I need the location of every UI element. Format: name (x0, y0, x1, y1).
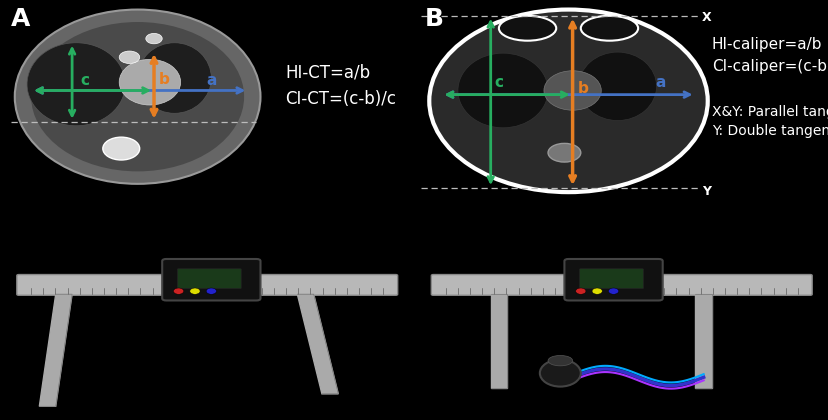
Text: b: b (159, 72, 170, 87)
Ellipse shape (27, 43, 125, 126)
Ellipse shape (539, 360, 580, 386)
Text: X&Y: Parallel tangents: X&Y: Parallel tangents (711, 105, 828, 119)
Ellipse shape (103, 137, 139, 160)
Polygon shape (297, 294, 338, 394)
Text: c: c (493, 75, 503, 90)
Ellipse shape (119, 59, 181, 105)
Text: a: a (655, 75, 665, 90)
Ellipse shape (578, 52, 656, 121)
Ellipse shape (580, 16, 638, 41)
FancyBboxPatch shape (431, 275, 811, 295)
Text: X: X (700, 10, 710, 24)
Text: CI-caliper=(c-b)/c: CI-caliper=(c-b)/c (711, 59, 828, 74)
Text: D: D (425, 218, 445, 241)
Text: A: A (11, 8, 30, 31)
FancyBboxPatch shape (564, 259, 662, 300)
Text: C: C (11, 218, 29, 241)
Ellipse shape (137, 43, 211, 113)
Ellipse shape (547, 143, 580, 162)
Polygon shape (695, 294, 711, 388)
Ellipse shape (190, 288, 200, 294)
Ellipse shape (547, 355, 572, 366)
Ellipse shape (146, 34, 162, 44)
FancyBboxPatch shape (579, 269, 643, 289)
Text: b: b (577, 81, 588, 96)
Text: Y: Double tangent: Y: Double tangent (711, 123, 828, 138)
Ellipse shape (119, 51, 139, 63)
Ellipse shape (608, 288, 618, 294)
Text: c: c (79, 73, 89, 88)
Ellipse shape (457, 53, 547, 128)
Ellipse shape (591, 288, 602, 294)
Text: CI-CT=(c-b)/c: CI-CT=(c-b)/c (285, 90, 396, 108)
FancyBboxPatch shape (17, 275, 397, 295)
Ellipse shape (575, 288, 585, 294)
Ellipse shape (206, 288, 216, 294)
Ellipse shape (15, 10, 260, 184)
Text: HI-CT=a/b: HI-CT=a/b (285, 63, 370, 81)
Text: HI-caliper=a/b: HI-caliper=a/b (711, 37, 821, 52)
Ellipse shape (173, 288, 184, 294)
FancyBboxPatch shape (177, 269, 241, 289)
Text: a: a (206, 73, 216, 88)
Text: B: B (425, 8, 444, 31)
Text: Y: Y (700, 185, 710, 198)
Ellipse shape (498, 16, 556, 41)
Polygon shape (490, 294, 507, 388)
Ellipse shape (429, 10, 707, 192)
Ellipse shape (543, 71, 600, 110)
FancyBboxPatch shape (162, 259, 260, 300)
Ellipse shape (31, 22, 243, 171)
Polygon shape (39, 294, 72, 406)
